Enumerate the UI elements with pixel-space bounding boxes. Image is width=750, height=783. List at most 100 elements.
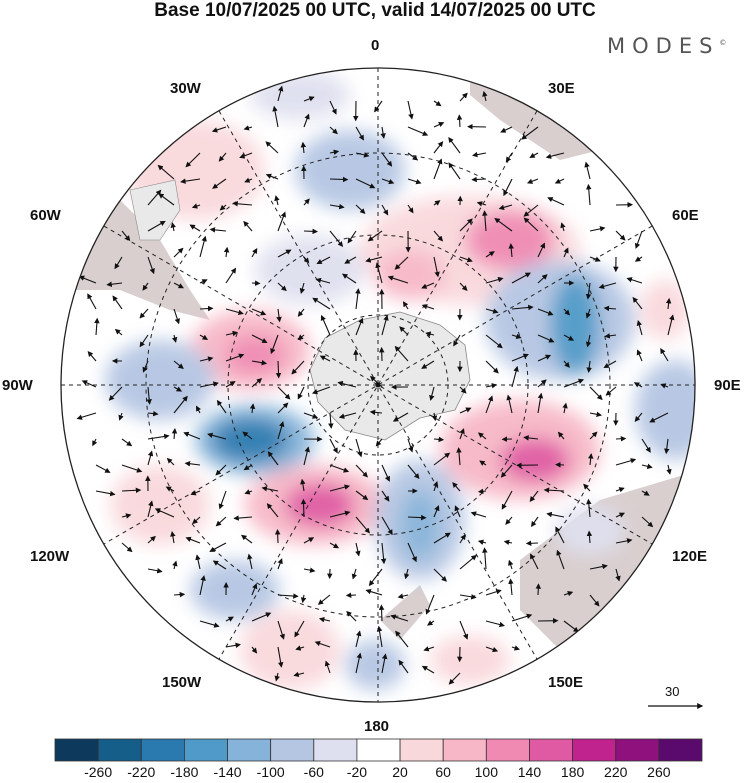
- wind-arrow: [199, 279, 208, 285]
- wind-arrow: [381, 653, 388, 674]
- wind-arrow: [121, 464, 143, 473]
- wind-arrow: [242, 431, 253, 440]
- wind-arrow: [303, 446, 310, 466]
- wind-arrow: [300, 498, 307, 518]
- wind-arrow: [355, 516, 371, 534]
- wind-arrow: [399, 326, 409, 336]
- wind-arrow: [485, 276, 504, 284]
- colorbar-box: [140, 738, 185, 762]
- colorbar-box: [658, 738, 703, 762]
- wind-arrow: [603, 305, 617, 312]
- wind-arrow: [173, 395, 188, 414]
- wind-arrow: [563, 591, 574, 597]
- anomaly-neg: [255, 235, 365, 305]
- colorbar-tick-label: 100: [474, 764, 498, 780]
- anomaly-neg: [555, 505, 625, 555]
- wind-arrow: [147, 450, 154, 466]
- wind-arrow: [355, 542, 361, 557]
- lon-label-180: 180: [364, 718, 390, 735]
- wind-arrow: [554, 178, 565, 184]
- wind-arrow: [485, 251, 495, 258]
- colorbar-box: [399, 738, 444, 762]
- wind-arrow: [251, 612, 272, 622]
- wind-arrow: [233, 515, 253, 521]
- wind-arrow: [147, 500, 154, 518]
- wind-arrow: [173, 591, 186, 598]
- wind-arrow: [433, 452, 451, 466]
- latitude-circle: [145, 152, 611, 618]
- wind-arrow: [218, 490, 227, 510]
- colorbar-box: [572, 738, 617, 762]
- wind-arrow: [223, 246, 230, 258]
- anomaly-neg: [295, 130, 405, 210]
- wind-arrow: [355, 652, 362, 674]
- wind-arrow: [598, 282, 617, 289]
- wind-arrow: [398, 659, 409, 674]
- colorbar-tick-label: 60: [435, 764, 451, 780]
- wind-arrow: [485, 308, 499, 314]
- wind-arrow: [636, 349, 643, 362]
- wind-arrow: [472, 151, 487, 158]
- wind-arrow: [448, 137, 461, 154]
- wind-arrow: [267, 451, 279, 466]
- wind-arrow: [183, 431, 201, 440]
- wind-arrow: [477, 432, 487, 440]
- wind-vectors: [76, 85, 675, 685]
- wind-arrow: [247, 553, 253, 570]
- wind-arrow: [319, 355, 331, 362]
- wind-arrow: [615, 568, 621, 582]
- wind-arrow: [216, 399, 227, 414]
- wind-arrow: [329, 484, 351, 492]
- wind-arrow: [225, 330, 239, 337]
- wind-arrow: [407, 204, 414, 214]
- wind-arrow: [207, 432, 227, 440]
- wind-arrow: [390, 614, 409, 622]
- wind-arrow: [251, 359, 268, 366]
- wind-arrow: [225, 642, 241, 649]
- wind-arrow: [633, 382, 643, 388]
- colorbar-tick-label: -220: [127, 764, 156, 780]
- wind-arrow: [270, 334, 279, 355]
- wind-arrow: [529, 490, 539, 502]
- wind-arrow: [395, 630, 409, 648]
- wind-arrow: [251, 646, 258, 654]
- wind-arrow: [459, 282, 468, 291]
- anomaly-neg: [635, 360, 695, 460]
- wind-arrow: [477, 539, 487, 545]
- wind-arrow: [456, 447, 462, 466]
- wind-arrow: [626, 277, 643, 284]
- wind-arrow: [154, 508, 175, 518]
- wind-arrow: [219, 204, 227, 211]
- wind-arrow: [274, 195, 280, 206]
- wind-arrow: [485, 360, 499, 374]
- wind-arrow: [300, 478, 306, 492]
- wind-arrow: [503, 178, 513, 197]
- wind-arrow: [142, 282, 149, 291]
- wind-arrow: [166, 457, 175, 466]
- wind-arrow: [355, 630, 362, 648]
- colorbar-box: [485, 738, 530, 762]
- wind-arrow: [318, 617, 331, 623]
- wind-arrow: [171, 334, 178, 343]
- wind-arrow: [433, 568, 447, 582]
- wind-arrow: [407, 152, 419, 161]
- wind-arrow: [329, 126, 338, 135]
- wind-arrow: [266, 503, 279, 518]
- wind-arrow: [225, 616, 234, 622]
- lon-label-30w: 30W: [170, 80, 201, 97]
- wind-arrow: [589, 386, 603, 401]
- wind-arrow: [505, 152, 513, 163]
- wind-arrow: [381, 152, 393, 167]
- ice-areas: [129, 179, 471, 441]
- wind-arrow: [459, 594, 477, 600]
- wind-arrow: [158, 193, 175, 206]
- wind-arrow: [503, 539, 513, 546]
- wind-arrow: [511, 272, 531, 284]
- colorbar-box: [183, 738, 228, 762]
- wind-arrow: [277, 646, 284, 668]
- wind-arrow: [121, 438, 133, 447]
- wind-arrow: [530, 516, 539, 527]
- wind-arrow: [454, 505, 461, 518]
- wind-arrow: [523, 217, 539, 232]
- wind-arrow: [324, 660, 331, 674]
